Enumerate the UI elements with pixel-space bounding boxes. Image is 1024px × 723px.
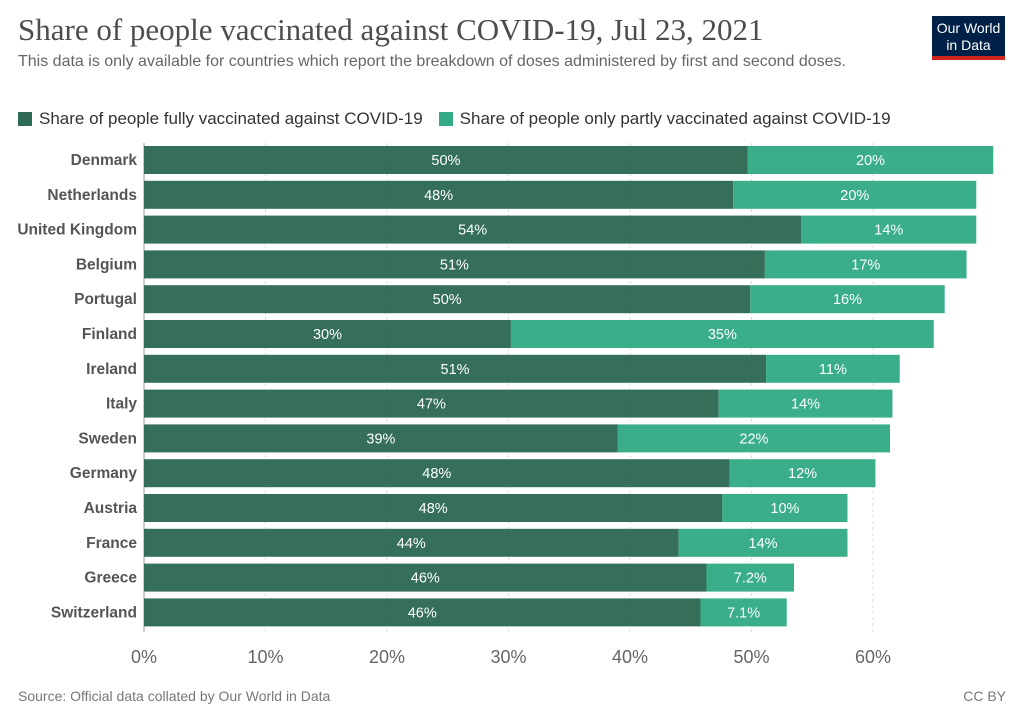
category-label: United Kingdom bbox=[17, 222, 137, 239]
data-label: 12% bbox=[788, 466, 817, 482]
bar-segment bbox=[144, 528, 679, 557]
category-label: Switzerland bbox=[51, 604, 137, 621]
bar-segment bbox=[700, 598, 787, 627]
data-label: 50% bbox=[431, 153, 460, 169]
data-label: 14% bbox=[749, 536, 778, 552]
data-label: 39% bbox=[366, 431, 395, 447]
data-label: 7.1% bbox=[727, 605, 760, 621]
data-label: 44% bbox=[397, 536, 426, 552]
bar-segment bbox=[144, 354, 767, 383]
category-label: Finland bbox=[82, 326, 137, 343]
bar-segment bbox=[801, 215, 977, 244]
bar-segment bbox=[144, 494, 723, 522]
category-label: Germany bbox=[70, 465, 138, 482]
category-label: Netherlands bbox=[47, 187, 137, 204]
category-label: Greece bbox=[84, 570, 137, 587]
data-label: 47% bbox=[417, 397, 446, 413]
bar-segment bbox=[750, 285, 945, 314]
bar-segment bbox=[144, 424, 618, 453]
category-label: Denmark bbox=[71, 152, 138, 169]
bar-segment bbox=[747, 146, 994, 174]
bar-segment bbox=[733, 180, 977, 209]
x-tick-label: 30% bbox=[490, 647, 526, 667]
legend-label-fully: Share of people fully vaccinated against… bbox=[39, 109, 423, 128]
data-label: 48% bbox=[419, 501, 448, 517]
logo-line-2: in Data bbox=[946, 37, 991, 53]
bar-segment bbox=[766, 354, 900, 383]
data-label: 46% bbox=[411, 571, 440, 587]
category-label: Austria bbox=[84, 500, 138, 517]
bar-segment bbox=[706, 563, 795, 592]
legend-item-fully[interactable]: Share of people fully vaccinated against… bbox=[18, 109, 423, 129]
data-label: 17% bbox=[851, 257, 880, 273]
data-label: 51% bbox=[441, 362, 470, 378]
bar-segment bbox=[144, 389, 719, 418]
category-label: France bbox=[86, 535, 137, 552]
category-label: Ireland bbox=[86, 361, 137, 378]
data-label: 48% bbox=[424, 188, 453, 204]
data-label: 7.2% bbox=[734, 571, 767, 587]
legend-swatch-partly bbox=[438, 112, 453, 126]
data-label: 30% bbox=[313, 327, 342, 343]
bar-segment bbox=[764, 250, 967, 279]
chart-title: Share of people vaccinated against COVID… bbox=[18, 12, 764, 47]
chart-legend: Share of people fully vaccinated against… bbox=[18, 109, 907, 129]
bar-segment bbox=[144, 598, 701, 627]
chart-subtitle: This data is only available for countrie… bbox=[18, 53, 846, 70]
bar-segment bbox=[718, 389, 893, 418]
data-label: 50% bbox=[433, 292, 462, 308]
category-label: Belgium bbox=[76, 256, 137, 273]
license-note[interactable]: CC BY bbox=[963, 688, 1006, 704]
data-label: 14% bbox=[791, 397, 820, 413]
bar-segment bbox=[617, 424, 891, 453]
bar-segment bbox=[729, 459, 876, 488]
owid-logo[interactable]: Our World in Data bbox=[932, 16, 1005, 60]
x-tick-label: 10% bbox=[247, 647, 283, 667]
data-label: 20% bbox=[840, 188, 869, 204]
data-label: 51% bbox=[440, 257, 469, 273]
bar-segment bbox=[722, 494, 848, 522]
bar-segment bbox=[144, 459, 730, 488]
data-label: 46% bbox=[408, 605, 437, 621]
data-label: 54% bbox=[458, 223, 487, 239]
bar-segment bbox=[144, 146, 748, 174]
data-label: 11% bbox=[819, 362, 847, 378]
bar-segment bbox=[510, 320, 934, 348]
legend-swatch-fully bbox=[18, 112, 32, 126]
bar-segment bbox=[678, 528, 848, 557]
x-tick-label: 40% bbox=[612, 647, 648, 667]
bar-segment bbox=[144, 215, 802, 244]
data-label: 10% bbox=[770, 501, 799, 517]
bar-segment bbox=[144, 285, 751, 314]
x-tick-label: 50% bbox=[733, 647, 769, 667]
data-label: 48% bbox=[422, 466, 451, 482]
bar-segment bbox=[144, 180, 734, 209]
legend-label-partly: Share of people only partly vaccinated a… bbox=[459, 109, 891, 128]
data-label: 35% bbox=[708, 327, 737, 343]
data-label: 14% bbox=[874, 223, 903, 239]
source-note: Source: Official data collated by Our Wo… bbox=[18, 688, 331, 704]
x-tick-label: 0% bbox=[131, 647, 157, 667]
data-label: 22% bbox=[739, 431, 768, 447]
x-tick-label: 60% bbox=[855, 647, 891, 667]
x-tick-label: 20% bbox=[369, 647, 405, 667]
bar-segment bbox=[144, 563, 707, 592]
legend-item-partly[interactable]: Share of people only partly vaccinated a… bbox=[438, 109, 891, 129]
logo-line-1: Our World bbox=[936, 20, 1001, 36]
category-label: Portugal bbox=[74, 291, 137, 308]
category-label: Italy bbox=[106, 396, 137, 413]
bar-segment bbox=[144, 250, 765, 279]
bar-segment bbox=[144, 320, 511, 348]
data-label: 16% bbox=[833, 292, 862, 308]
category-label: Sweden bbox=[78, 430, 137, 447]
data-label: 20% bbox=[856, 153, 885, 169]
